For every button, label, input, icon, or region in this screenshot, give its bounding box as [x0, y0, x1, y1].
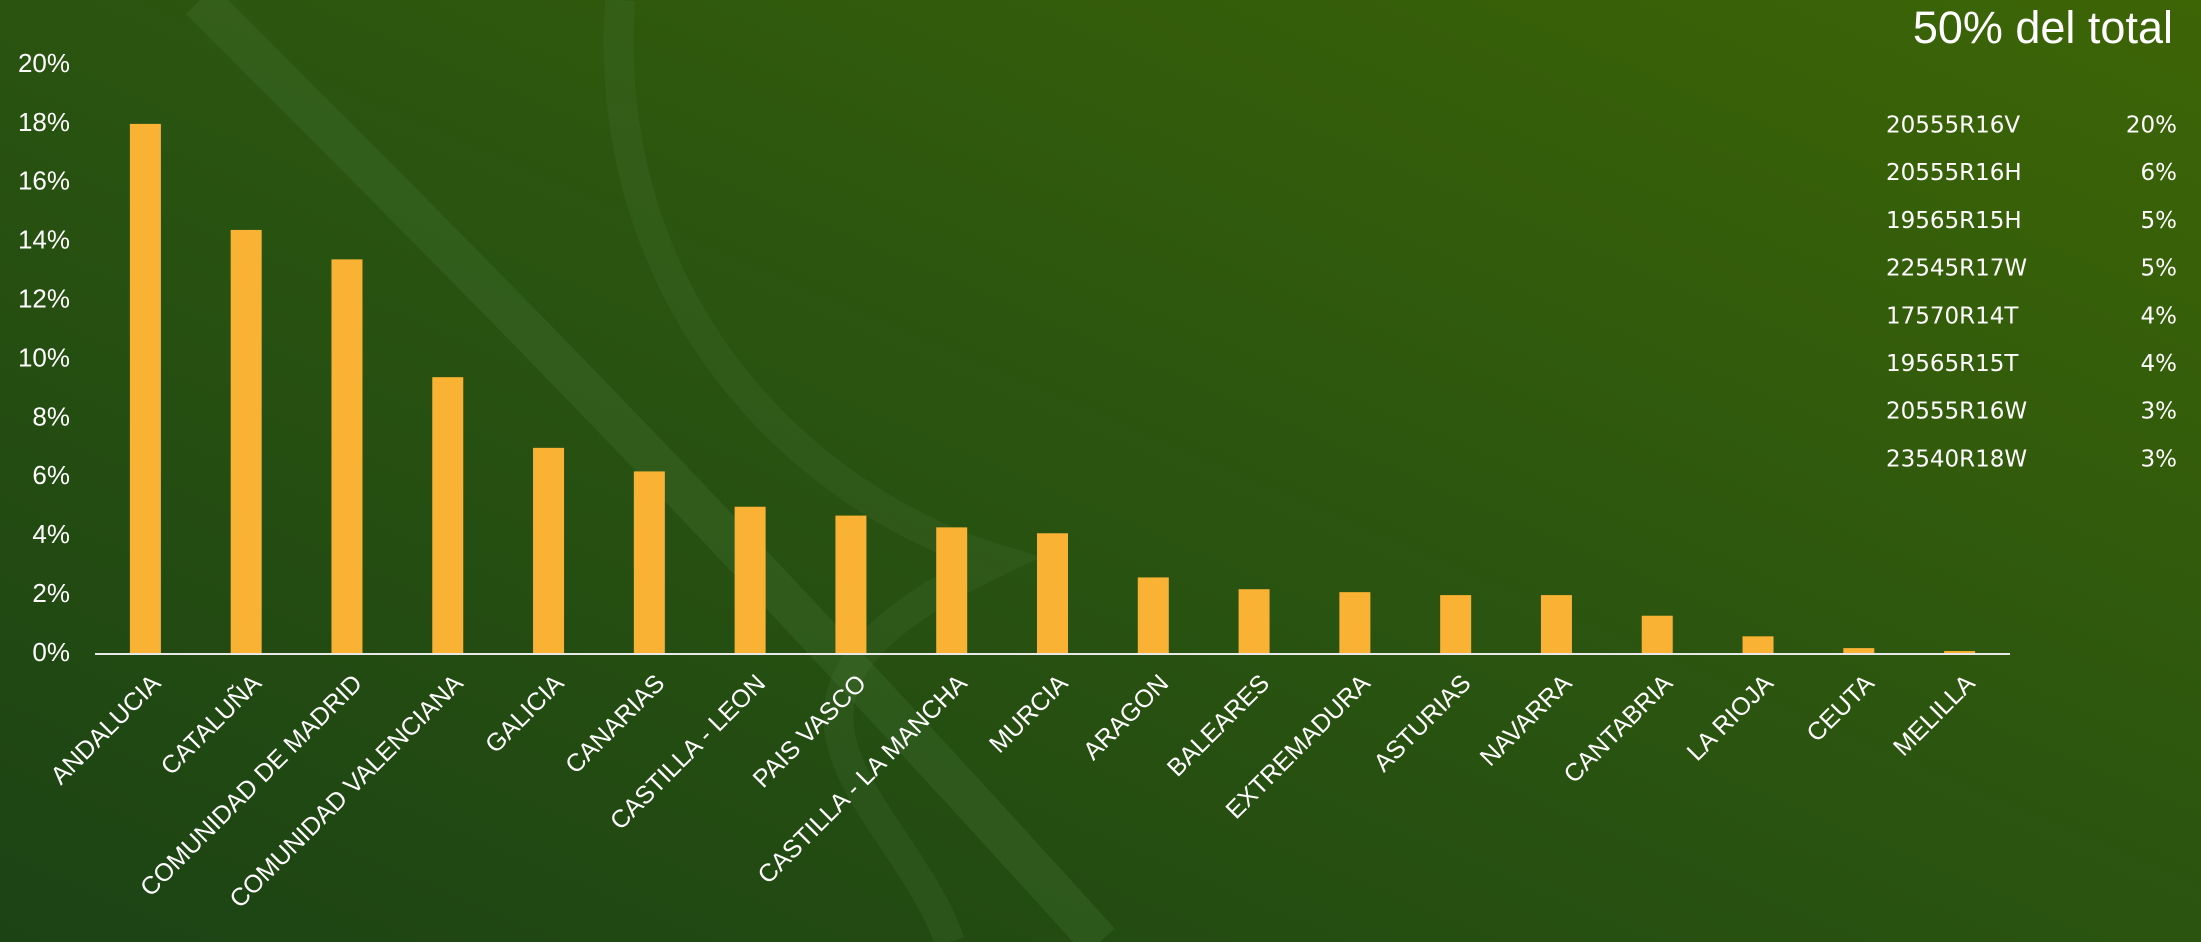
model-code: 19565R15H — [1886, 208, 2022, 234]
bar — [1037, 533, 1068, 654]
y-tick-label: 20% — [18, 48, 70, 78]
bar — [331, 259, 363, 654]
y-tick-label: 6% — [32, 460, 70, 490]
bar — [1742, 636, 1774, 654]
model-code: 22545R17W — [1886, 256, 2027, 282]
bar — [1540, 595, 1572, 654]
decoration — [603, 0, 1042, 942]
bar — [230, 229, 262, 655]
bar — [1944, 651, 1976, 654]
bar — [1137, 577, 1169, 654]
bar — [1843, 648, 1875, 654]
bar — [129, 123, 161, 654]
model-share: 5% — [2141, 256, 2178, 282]
y-tick-label: 8% — [32, 401, 70, 431]
bar — [633, 471, 665, 654]
model-share: 3% — [2141, 399, 2178, 425]
bar — [1238, 589, 1270, 654]
model-share: 5% — [2141, 208, 2178, 234]
bar — [734, 506, 766, 654]
model-code: 23540R18W — [1886, 446, 2027, 472]
y-tick-label: 2% — [32, 578, 70, 608]
bar — [533, 447, 565, 654]
bar — [432, 377, 464, 654]
y-tick-label: 18% — [18, 107, 70, 137]
model-code: 20555R16W — [1886, 399, 2027, 425]
model-code: 20555R16V — [1886, 113, 2020, 139]
bar — [835, 515, 867, 654]
y-tick-label: 0% — [32, 637, 70, 667]
bar — [1440, 595, 1472, 654]
bar — [1641, 615, 1673, 654]
model-share: 4% — [2141, 303, 2178, 329]
model-code: 17570R14T — [1886, 303, 2019, 329]
y-tick-label: 14% — [18, 225, 70, 255]
model-share: 3% — [2141, 446, 2178, 472]
model-share: 20% — [2126, 113, 2177, 139]
y-tick-label: 16% — [18, 166, 70, 196]
y-tick-label: 4% — [32, 519, 70, 549]
decoration — [185, 0, 1115, 942]
model-code: 20555R16H — [1886, 160, 2022, 186]
model-share: 6% — [2141, 160, 2178, 186]
y-tick-label: 10% — [18, 342, 70, 372]
model-share: 4% — [2141, 351, 2178, 377]
bar — [1339, 592, 1371, 654]
y-tick-label: 12% — [18, 283, 70, 313]
model-code: 19565R15T — [1886, 351, 2019, 377]
table-title: 50% del total — [1913, 2, 2173, 53]
bar — [936, 527, 968, 654]
